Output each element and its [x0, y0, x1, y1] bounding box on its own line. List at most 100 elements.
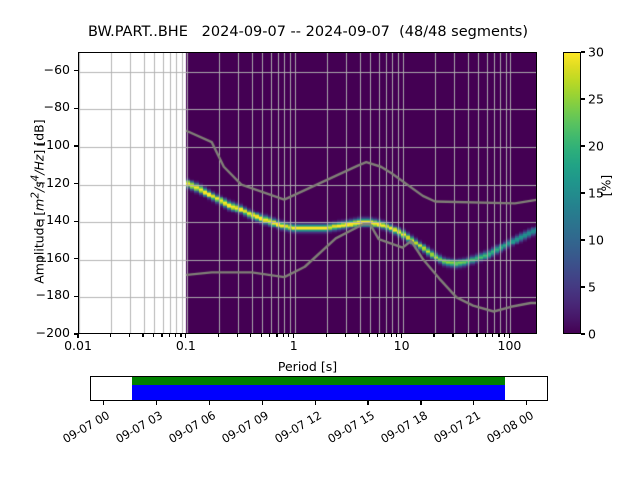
x-tick-mark-minor: [152, 334, 154, 337]
x-tick-mark-minor: [452, 334, 454, 337]
colorbar-tick-label: 25: [588, 91, 604, 107]
colorbar-tick-mark: [581, 51, 585, 53]
timeline-tick-mark: [473, 401, 475, 405]
x-tick-mark-minor: [109, 334, 112, 337]
y-tick-mark: [74, 220, 78, 222]
y-tick-mark: [74, 70, 78, 72]
colorbar-tick-mark: [581, 145, 585, 147]
ppsd-plot-axes: [78, 52, 537, 334]
x-tick-mark-major: [400, 334, 403, 338]
x-tick-mark-minor: [276, 334, 278, 337]
x-tick-mark-minor: [168, 334, 170, 337]
timeline-tick-mark: [208, 401, 210, 405]
x-tick-mark-minor: [236, 334, 238, 337]
timeline-tick-label: 09-07 15: [325, 408, 377, 446]
x-tick-mark-minor: [396, 334, 398, 337]
x-tick-mark-minor: [368, 334, 370, 337]
y-tick-mark: [74, 258, 78, 260]
colorbar-tick-mark: [581, 239, 585, 241]
timeline-tick-label: 09-07 00: [60, 408, 113, 446]
timeline-tick-label: 09-07 06: [166, 408, 219, 446]
x-tick-mark-minor: [260, 334, 262, 337]
x-tick-mark-major: [293, 334, 295, 338]
timeline-bar-data-availability[interactable]: [132, 377, 505, 385]
x-tick-label: 100: [497, 338, 522, 353]
x-tick-mark-minor: [358, 334, 360, 337]
y-tick-label: −80: [43, 99, 70, 115]
colorbar-tick-mark: [581, 286, 585, 288]
timeline-tick-label: 09-08 00: [484, 408, 536, 446]
x-tick-mark-minor: [390, 334, 392, 337]
y-tick-label: −200: [35, 325, 70, 340]
colorbar-gradient: [564, 53, 580, 333]
x-axis-label: Period [s]: [277, 359, 338, 374]
y-tick-label: −100: [35, 137, 70, 152]
colorbar-tick-mark: [581, 333, 585, 335]
x-tick-mark-minor: [269, 334, 271, 337]
y-axis-label: Amplitude [m2/s4/Hz] [dB]: [29, 119, 47, 284]
x-tick-mark-minor: [217, 334, 219, 337]
y-tick-label: −60: [43, 61, 70, 77]
colorbar: [563, 52, 581, 334]
x-tick-label: 10: [393, 338, 410, 353]
timeline-tick-mark: [314, 401, 316, 405]
x-tick-mark-minor: [288, 334, 290, 337]
x-tick-mark-minor: [433, 334, 435, 337]
colorbar-tick-mark: [581, 98, 585, 100]
colorbar-tick-label: 15: [588, 185, 604, 201]
y-tick-mark: [74, 183, 78, 185]
x-tick-mark-minor: [325, 334, 327, 337]
x-tick-mark-major: [77, 334, 79, 338]
x-tick-label: 0.1: [175, 338, 196, 353]
y-tick-mark: [74, 107, 78, 109]
y-tick-label: −120: [35, 174, 70, 190]
x-tick-mark-minor: [180, 334, 182, 337]
x-tick-mark-minor: [128, 334, 131, 337]
x-tick-mark-minor: [282, 334, 284, 337]
x-tick-mark-minor: [503, 334, 506, 337]
x-tick-mark-minor: [498, 334, 500, 337]
x-tick-label: 0.01: [64, 338, 92, 353]
timeline-tick-mark: [420, 401, 422, 405]
y-tick-label: −180: [35, 287, 70, 303]
page-title: BW.PART..BHE 2024-09-07 -- 2024-09-07 (4…: [88, 24, 528, 40]
timeline-tick-label: 09-07 18: [378, 408, 430, 446]
y-tick-mark: [74, 333, 78, 335]
timeline-tick-label: 09-07 03: [113, 408, 166, 446]
x-tick-mark-minor: [484, 334, 487, 337]
timeline-bar-psd-segments[interactable]: [132, 385, 505, 400]
x-tick-mark-minor: [344, 334, 346, 337]
y-tick-label: −160: [35, 249, 70, 265]
x-tick-mark-minor: [174, 334, 176, 337]
colorbar-tick-label: 10: [588, 232, 604, 248]
y-tick-mark: [74, 145, 78, 147]
colorbar-tick-label: 0: [588, 326, 596, 342]
x-tick-mark-minor: [384, 334, 386, 337]
colorbar-tick-mark: [581, 192, 585, 194]
x-tick-label: 1: [289, 338, 298, 353]
timeline-tick-mark: [367, 401, 369, 405]
timeline-tick-mark: [155, 401, 157, 405]
colorbar-tick-label: 20: [588, 138, 604, 154]
x-tick-mark-minor: [250, 334, 252, 337]
ppsd-histogram-canvas: [79, 53, 536, 333]
x-tick-mark-minor: [142, 334, 144, 337]
x-tick-mark-minor: [377, 334, 379, 337]
timeline-tick-mark: [261, 401, 263, 405]
x-tick-mark-minor: [476, 334, 478, 337]
x-tick-mark-major: [508, 334, 511, 338]
timeline-tick-mark: [526, 401, 528, 405]
timeline-tick-mark: [102, 401, 104, 405]
x-tick-mark-minor: [465, 334, 468, 337]
x-tick-mark-major: [185, 334, 187, 338]
y-tick-label: −140: [35, 212, 70, 228]
timeline-tick-label: 09-07 09: [219, 408, 272, 446]
timeline-tick-label: 09-07 21: [431, 408, 483, 446]
colorbar-tick-label: 5: [588, 279, 596, 295]
x-tick-mark-minor: [492, 334, 494, 337]
y-tick-mark: [74, 295, 78, 297]
timeline-tick-label: 09-07 12: [272, 408, 325, 446]
x-tick-mark-minor: [161, 334, 163, 337]
timeline-axes[interactable]: [90, 376, 548, 401]
